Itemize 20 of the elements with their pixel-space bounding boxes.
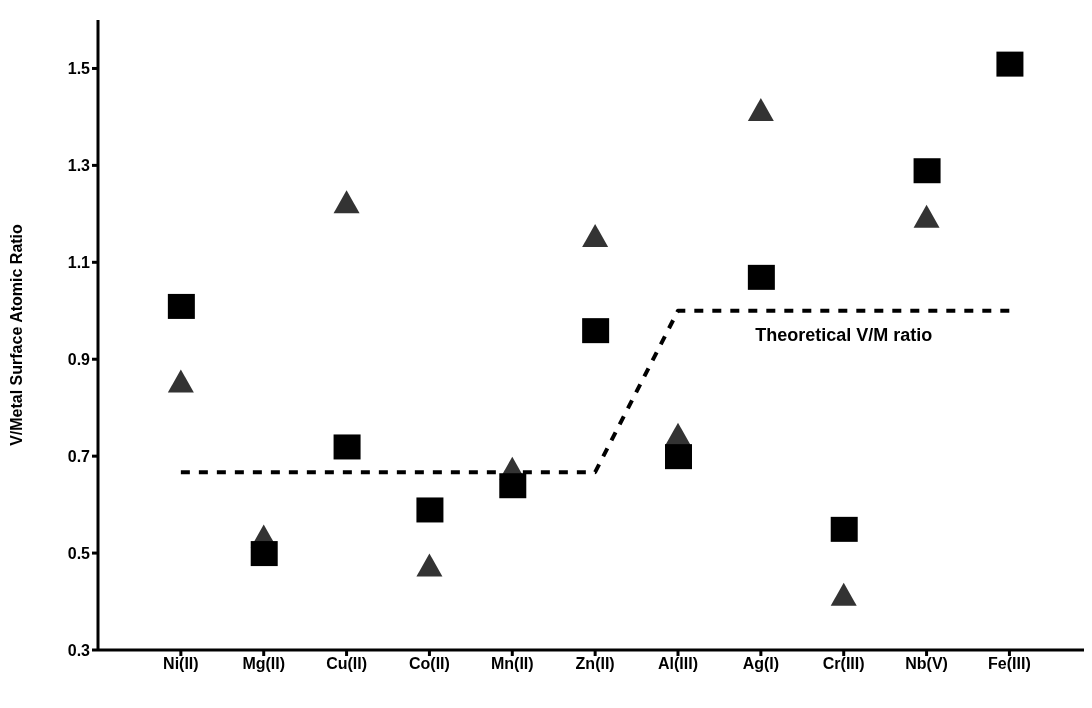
y-tick-label: 0.7 [67, 447, 91, 465]
x-tick-label: Ni(II) [163, 655, 199, 673]
y-tick-label: 1.5 [67, 60, 91, 78]
y-tick-label: 0.3 [67, 641, 91, 659]
x-tick-label: Co(II) [408, 655, 450, 673]
x-tick-label: Cr(III) [822, 655, 865, 673]
x-tick-label: Fe(III) [988, 655, 1031, 673]
x-tick-label: Zn(II) [575, 655, 615, 673]
x-tick-label: Cu(II) [326, 655, 368, 673]
y-tick-label: 0.5 [67, 544, 91, 562]
y-tick-label: 1.1 [67, 253, 91, 271]
x-tick-label: Al(III) [658, 655, 698, 673]
x-tick-label: Nb(V) [905, 655, 948, 673]
x-tick-label: Mn(II) [490, 655, 534, 673]
y-tick-label: 0.9 [67, 350, 91, 368]
x-tick-label: Ag(I) [742, 655, 780, 673]
x-tick-label: Mg(II) [242, 655, 286, 673]
y-tick-label: 1.3 [67, 157, 91, 175]
annotation: Theoretical V/M ratio [755, 324, 933, 345]
y-axis-title: V/Metal Surface Atomic Ratio [7, 223, 25, 446]
